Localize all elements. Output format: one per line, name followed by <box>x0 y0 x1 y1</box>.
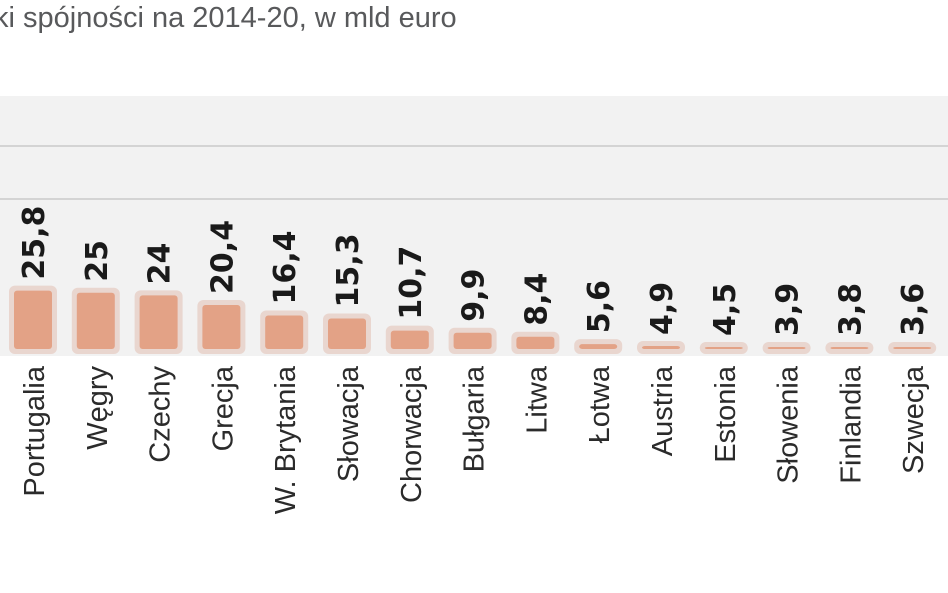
bar <box>265 315 304 349</box>
category-label: Węgry <box>82 366 114 450</box>
bar <box>76 292 115 349</box>
value-label: 3,8 <box>833 283 868 336</box>
value-label: 25 <box>80 240 115 282</box>
bar <box>893 347 932 349</box>
category-label: Portugalia <box>19 365 51 496</box>
gridlines <box>0 145 948 200</box>
value-label: 4,5 <box>708 283 743 336</box>
bar <box>830 347 869 349</box>
category-labels: Portugalia Węgry Czechy Grecja W. Brytania Sł… <box>19 365 930 514</box>
bars <box>9 285 937 354</box>
chart-title: ki spójności na 2014-20, w mld euro <box>0 2 457 34</box>
category-label: Słowenia <box>773 365 805 484</box>
category-label: Estonia <box>710 365 742 463</box>
category-label: W. Brytania <box>270 365 302 514</box>
category-label: Szwecja <box>898 365 930 474</box>
value-label: 25,8 <box>17 206 52 280</box>
bar <box>516 336 555 349</box>
bar <box>642 346 680 349</box>
value-label: 9,9 <box>457 269 492 322</box>
value-labels: 25,8 25 24 20,4 16,4 15,3 10,7 9,9 8,4 5,6 4,9 4,5 3… <box>17 206 931 336</box>
category-label: Litwa <box>521 365 553 434</box>
value-label: 3,6 <box>896 283 931 336</box>
category-label: Grecja <box>207 365 239 451</box>
bar <box>453 332 492 349</box>
bar <box>704 347 743 349</box>
value-label: 15,3 <box>331 233 366 307</box>
category-label: Czechy <box>145 366 177 463</box>
value-label: 20,4 <box>205 220 240 294</box>
category-label: Finlandia <box>835 365 867 484</box>
category-label: Bułgaria <box>459 365 491 472</box>
value-label: 24 <box>143 243 178 285</box>
value-label: 3,9 <box>771 283 806 336</box>
bar <box>14 290 52 349</box>
value-label: 16,4 <box>268 231 303 305</box>
bar <box>139 295 178 349</box>
category-label: Łotwa <box>584 365 616 443</box>
bar <box>202 304 241 349</box>
value-label: 4,9 <box>645 282 680 335</box>
value-label: 8,4 <box>519 273 554 326</box>
bar <box>579 344 618 349</box>
category-label: Chorwacja <box>396 365 428 503</box>
value-label: 5,6 <box>582 280 617 333</box>
bar <box>328 318 366 349</box>
value-label: 10,7 <box>394 246 429 320</box>
category-label: Austria <box>647 365 679 456</box>
bar <box>390 330 429 349</box>
category-label: Słowacja <box>333 365 365 482</box>
bar <box>767 347 806 349</box>
